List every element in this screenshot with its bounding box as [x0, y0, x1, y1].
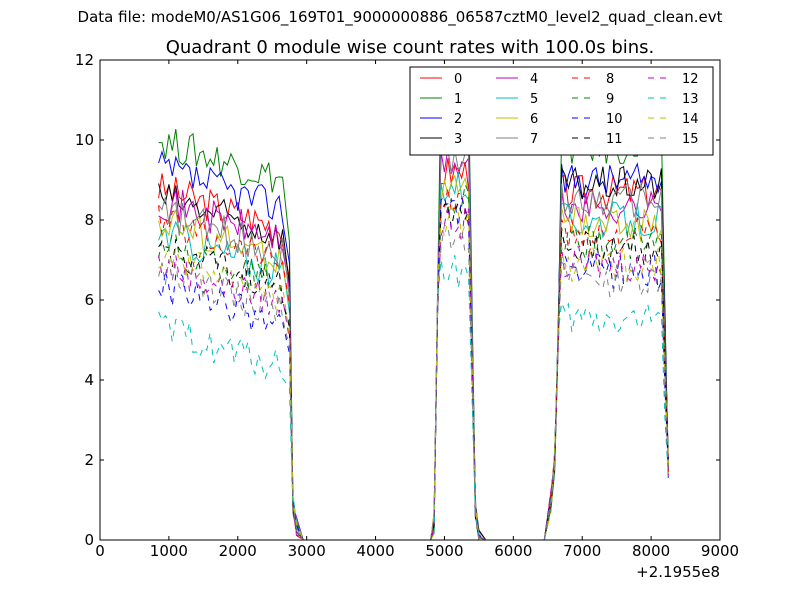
- x-tick-label: 5000: [425, 542, 463, 560]
- y-tick-label: 10: [75, 131, 94, 149]
- x-tick-label: 2000: [219, 542, 257, 560]
- legend-label-7: 7: [530, 132, 538, 147]
- series-line-10: [158, 195, 669, 541]
- series-line-7: [158, 141, 669, 541]
- axis-ticks: 0 1000 2000 3000 4000 5000 6000 7000 8000 9000 0 2 4…: [75, 51, 739, 560]
- legend-label-1: 1: [454, 92, 462, 107]
- x-tick-label: 8000: [632, 542, 670, 560]
- y-tick-label: 4: [84, 371, 94, 389]
- x-tick-label: 9000: [701, 542, 739, 560]
- series-line-0: [158, 158, 669, 541]
- legend-label-12: 12: [682, 72, 699, 87]
- legend-label-14: 14: [682, 112, 699, 127]
- y-tick-label: 6: [84, 291, 94, 309]
- x-tick-label: 4000: [356, 542, 394, 560]
- legend-label-4: 4: [530, 72, 538, 87]
- series-line-5: [158, 171, 669, 541]
- legend-label-0: 0: [454, 72, 462, 87]
- series-line-12: [158, 205, 669, 541]
- series-line-14: [158, 205, 669, 541]
- series-line-8: [158, 187, 669, 541]
- x-offset-label: +2.1955e8: [636, 563, 720, 581]
- figure-suptitle: Data file: modeM0/AS1G06_169T01_90000008…: [77, 8, 723, 26]
- legend-label-8: 8: [606, 72, 614, 87]
- legend-label-11: 11: [606, 132, 623, 147]
- series-line-6: [158, 174, 669, 541]
- x-tick-label: 1000: [150, 542, 188, 560]
- chart-title: Quadrant 0 module wise count rates with …: [165, 37, 655, 58]
- legend-label-6: 6: [530, 112, 538, 127]
- y-tick-label: 8: [84, 211, 94, 229]
- series-line-3: [158, 120, 669, 541]
- y-tick-label: 0: [84, 531, 94, 549]
- series-line-11: [158, 201, 669, 541]
- x-tick-label: 6000: [494, 542, 532, 560]
- series-line-13: [158, 255, 669, 541]
- legend-label-13: 13: [682, 92, 699, 107]
- legend-label-2: 2: [454, 112, 462, 127]
- legend-label-5: 5: [530, 92, 538, 107]
- legend-label-15: 15: [682, 132, 699, 147]
- legend-label-10: 10: [606, 112, 623, 127]
- legend-label-3: 3: [454, 132, 462, 147]
- series-line-9: [158, 182, 669, 541]
- x-tick-label: 7000: [563, 542, 601, 560]
- series-line-4: [158, 148, 669, 541]
- legend-label-9: 9: [606, 92, 614, 107]
- series-line-2: [158, 114, 669, 541]
- series-line-15: [158, 224, 669, 541]
- x-tick-label: 3000: [288, 542, 326, 560]
- x-tick-label: 0: [95, 542, 105, 560]
- y-tick-label: 2: [84, 451, 94, 469]
- y-tick-label: 12: [75, 51, 94, 69]
- legend-box: [409, 66, 714, 156]
